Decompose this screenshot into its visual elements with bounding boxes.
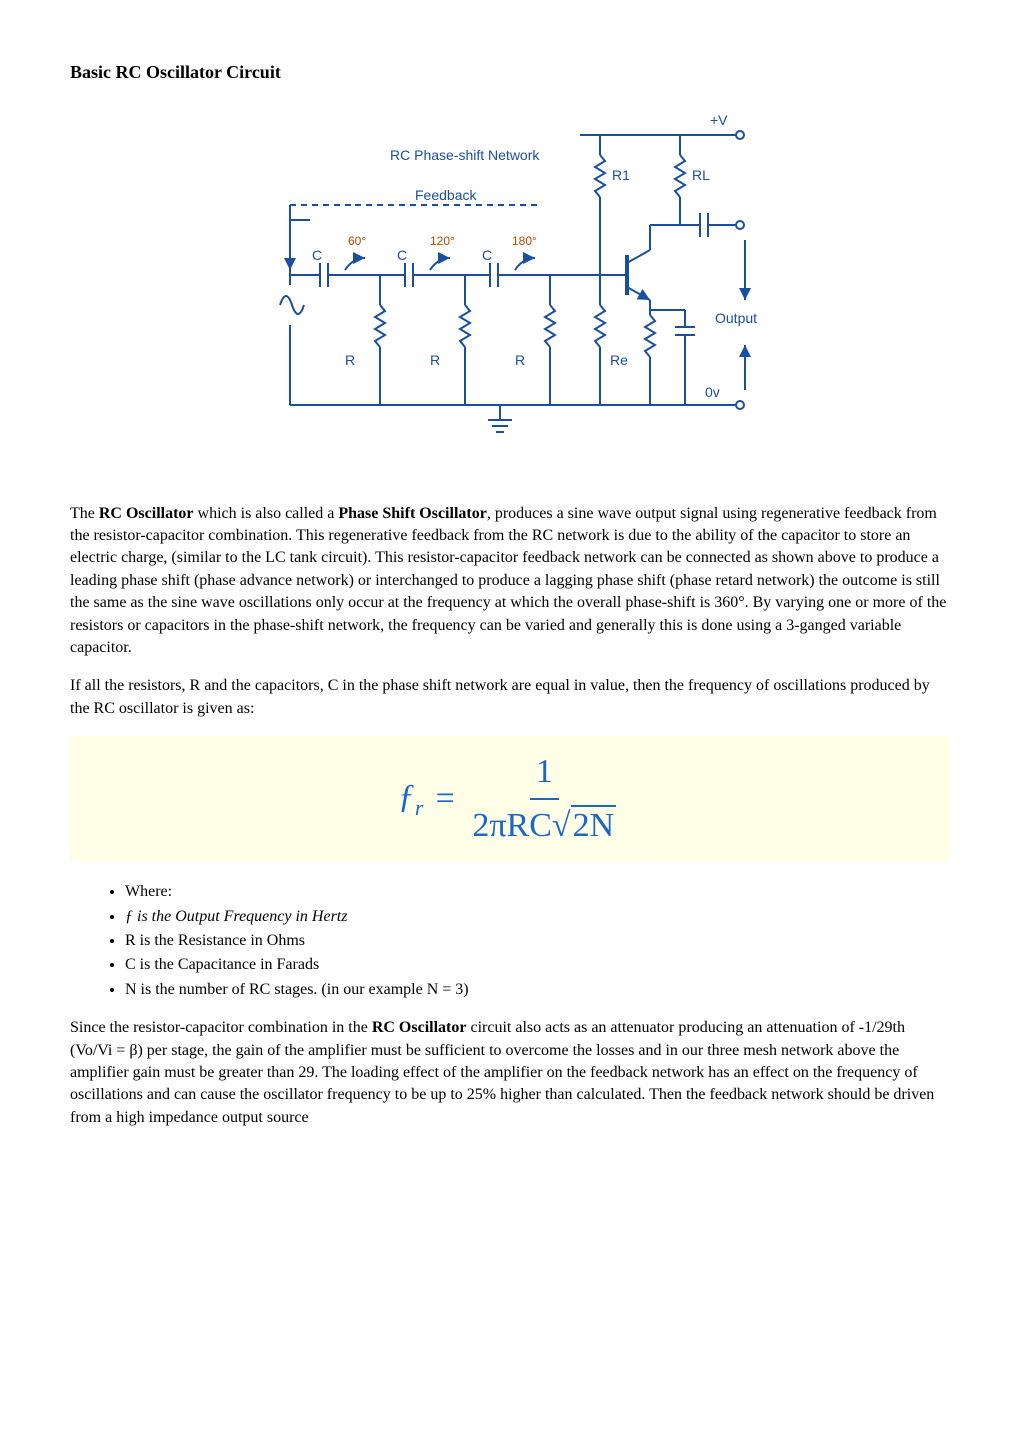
label-network-1: RC Phase-shift Network <box>390 147 540 163</box>
phase-0: 60° <box>348 234 366 248</box>
paragraph-2: If all the resistors, R and the capacito… <box>70 675 950 720</box>
label-r1: R1 <box>612 167 630 183</box>
label-r-2: R <box>515 352 525 368</box>
formula-box: ƒr = 1 2πRC2N <box>70 736 950 861</box>
where-item: R is the Resistance in Ohms <box>125 930 950 952</box>
label-c-1: C <box>397 247 407 263</box>
label-r-0: R <box>345 352 355 368</box>
where-item: ƒ is the Output Frequency in Hertz <box>125 906 950 928</box>
where-title: Where: <box>125 881 950 903</box>
label-plus-v: +V <box>710 112 728 128</box>
label-c-0: C <box>312 247 322 263</box>
phase-2: 180° <box>512 234 537 248</box>
label-output: Output <box>715 310 757 326</box>
page-title: Basic RC Oscillator Circuit <box>70 60 950 85</box>
label-feedback: Feedback <box>415 187 477 203</box>
circuit-diagram: +V R1 RL RC Phase-shift Network Feedback <box>70 105 950 472</box>
where-item: N is the number of RC stages. (in our ex… <box>125 979 950 1001</box>
phase-1: 120° <box>430 234 455 248</box>
label-0v: 0v <box>705 384 720 400</box>
label-r-1: R <box>430 352 440 368</box>
where-item: C is the Capacitance in Farads <box>125 954 950 976</box>
label-c-2: C <box>482 247 492 263</box>
paragraph-1: The RC Oscillator which is also called a… <box>70 503 950 660</box>
paragraph-3: Since the resistor-capacitor combination… <box>70 1017 950 1129</box>
label-rl: RL <box>692 167 710 183</box>
label-re: Re <box>610 352 628 368</box>
where-list: Where: ƒ is the Output Frequency in Hert… <box>100 881 950 1001</box>
